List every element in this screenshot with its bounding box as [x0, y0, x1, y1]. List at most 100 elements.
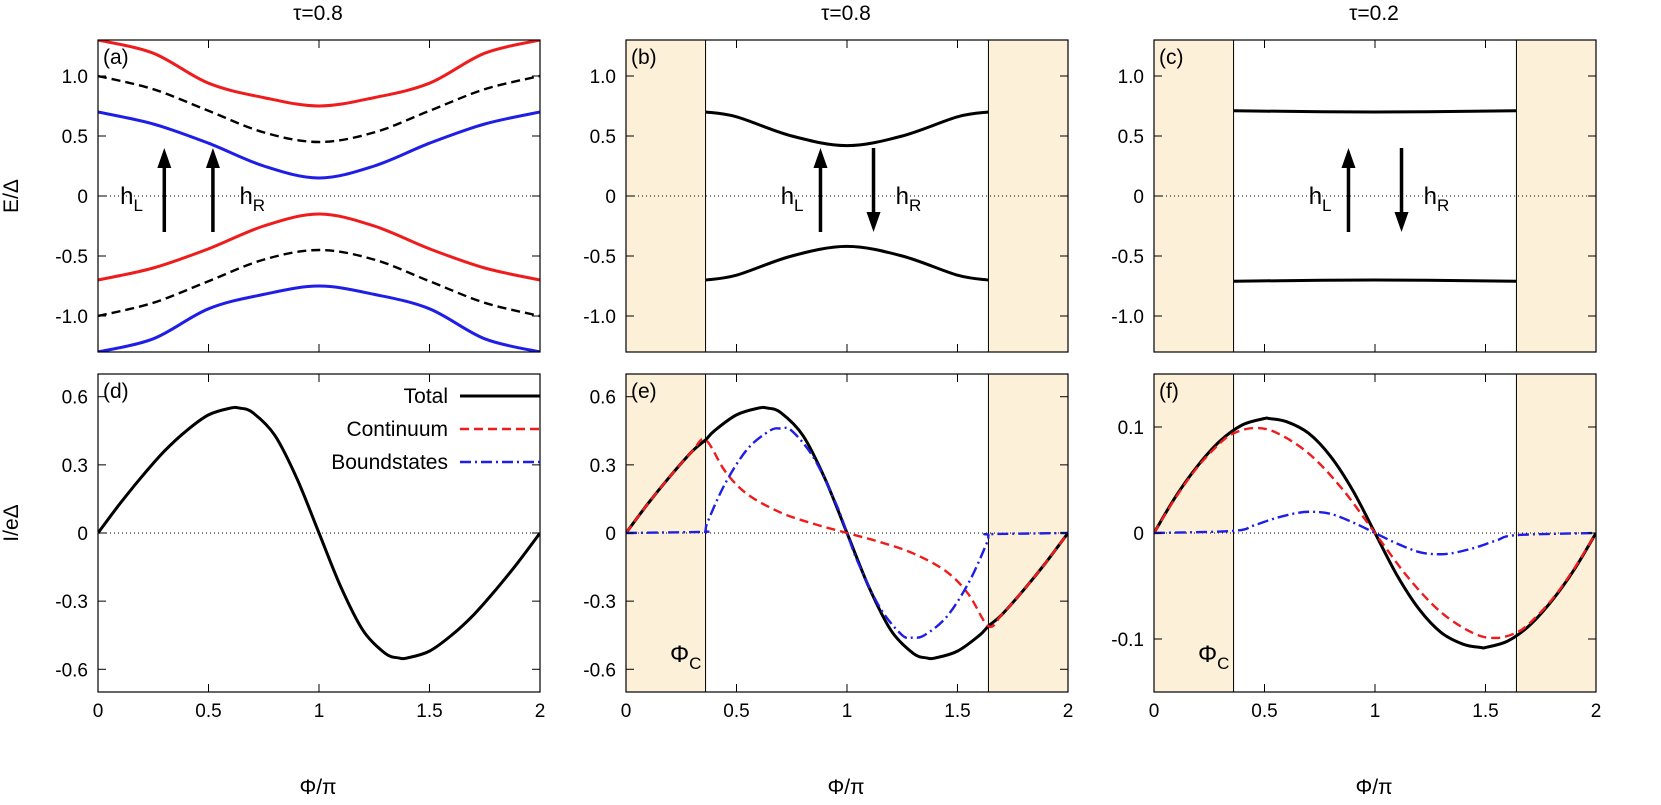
column-title-3: τ=0.2 — [1349, 2, 1399, 25]
series-line-e-1 — [626, 437, 1068, 629]
field-label-a-0: hL — [120, 183, 143, 215]
panel-tag-d: (d) — [103, 380, 129, 403]
y-tick-label-a-4: -1.0 — [55, 307, 88, 328]
panel-e: 0.60.30-0.3-0.60 0.5 1 1.5 2(e)ΦC — [583, 373, 1074, 722]
field-label-c-1: hR — [1424, 183, 1450, 215]
series-line-a-4 — [98, 248, 540, 318]
x-tick-label-e-1: 0.5 — [723, 701, 749, 722]
y-tick-label-e-0: 0.6 — [590, 388, 616, 409]
y-tick-label-d-0: 0.6 — [62, 388, 88, 409]
panels: 1.0 0.5 0 -0.5 -1.0 (a) hL hR 1.0 0.5 0 -0.5 -1.0 (b)… — [55, 39, 1602, 722]
series-group-b — [705, 110, 989, 282]
series-line-a-0 — [98, 40, 540, 108]
shaded-region-b-0 — [625, 39, 707, 353]
x-tick-label-f-0: 0 — [1149, 701, 1160, 722]
series-group-c — [1233, 109, 1517, 283]
column-title-1: τ=0.8 — [293, 2, 343, 25]
x-tick-label-d-4: 2 — [535, 701, 546, 722]
panel-b: 1.0 0.5 0 -0.5 -1.0 (b) hL hR — [583, 39, 1069, 353]
y-tick-label-f-2: -0.1 — [1111, 630, 1144, 651]
panel-f: 0.10-0.10 0.5 1 1.5 2(f)ΦC — [1111, 373, 1602, 722]
x-axis-label-2: Φ/π — [827, 776, 864, 799]
field-arrowhead-c-1 — [1394, 212, 1409, 232]
series-line-b-0 — [705, 110, 989, 148]
series-line-c-1 — [1233, 278, 1517, 283]
field-arrowhead-b-1 — [866, 212, 881, 232]
series-line-a-3 — [98, 212, 540, 282]
x-tick-label-e-3: 1.5 — [944, 701, 970, 722]
field-arrowhead-b-0 — [813, 148, 828, 168]
y-tick-label-f-0: 0.1 — [1118, 418, 1144, 439]
series-line-e-2 — [626, 426, 1068, 640]
y-tick-label-a-2: 0 — [77, 187, 88, 208]
panel-c: 1.0 0.5 0 -0.5 -1.0 (c) hL hR — [1111, 39, 1597, 353]
series-group-f — [1154, 416, 1596, 650]
y-tick-label-a-0: 1.0 — [62, 67, 88, 88]
y-tick-label-b-3: -0.5 — [583, 247, 616, 268]
shaded-region-f-0 — [1153, 373, 1235, 693]
field-arrowhead-c-0 — [1341, 148, 1356, 168]
y-tick-label-a-3: -0.5 — [55, 247, 88, 268]
y-tick-label-d-3: -0.3 — [55, 592, 88, 613]
x-tick-label-e-2: 1 — [842, 701, 853, 722]
panel-tag-f: (f) — [1159, 380, 1179, 403]
shaded-region-c-1 — [1515, 39, 1597, 353]
series-line-f-1 — [1154, 426, 1596, 640]
y-tick-label-c-0: 1.0 — [1118, 67, 1144, 88]
column-title-2: τ=0.8 — [821, 2, 871, 25]
series-line-d-0 — [98, 405, 540, 661]
field-label-b-0: hL — [781, 183, 804, 215]
panel-a: 1.0 0.5 0 -0.5 -1.0 (a) hL hR — [55, 39, 541, 353]
series-line-a-2 — [98, 110, 540, 180]
y-tick-label-e-3: -0.3 — [583, 592, 616, 613]
panel-tag-b: (b) — [631, 46, 657, 69]
y-tick-label-d-1: 0.3 — [62, 456, 88, 477]
x-tick-label-e-0: 0 — [621, 701, 632, 722]
x-axis-label-1: Φ/π — [299, 776, 336, 799]
series-group-a — [98, 40, 540, 352]
panel-tag-a: (a) — [103, 46, 129, 69]
y-axis-label-current: I/eΔ — [0, 504, 23, 541]
x-tick-label-f-4: 2 — [1591, 701, 1602, 722]
y-tick-label-c-2: 0 — [1133, 187, 1144, 208]
critical-phase-label-e: ΦC — [670, 641, 701, 673]
y-tick-label-d-4: -0.6 — [55, 660, 88, 681]
y-tick-label-c-4: -1.0 — [1111, 307, 1144, 328]
shaded-region-b-1 — [987, 39, 1069, 353]
panel-tag-c: (c) — [1159, 46, 1184, 69]
y-tick-label-f-1: 0 — [1133, 524, 1144, 545]
series-line-a-5 — [98, 284, 540, 352]
y-tick-label-e-4: -0.6 — [583, 660, 616, 681]
legend-label-2: Boundstates — [331, 451, 448, 474]
y-tick-label-b-0: 1.0 — [590, 67, 616, 88]
y-tick-label-c-1: 0.5 — [1118, 127, 1144, 148]
series-group-e — [626, 405, 1068, 661]
field-arrowhead-a-0 — [157, 148, 172, 168]
x-tick-label-d-2: 1 — [314, 701, 325, 722]
x-axis-label-3: Φ/π — [1355, 776, 1392, 799]
legend-label-1: Continuum — [346, 418, 448, 441]
series-group-d — [98, 405, 540, 661]
x-tick-label-e-4: 2 — [1063, 701, 1074, 722]
y-tick-label-b-4: -1.0 — [583, 307, 616, 328]
y-tick-label-b-2: 0 — [605, 187, 616, 208]
y-tick-label-e-1: 0.3 — [590, 456, 616, 477]
x-tick-label-d-0: 0 — [93, 701, 104, 722]
y-tick-label-b-1: 0.5 — [590, 127, 616, 148]
series-line-c-0 — [1233, 109, 1517, 114]
y-tick-label-c-3: -0.5 — [1111, 247, 1144, 268]
series-line-b-1 — [705, 244, 989, 282]
series-line-f-2 — [1154, 510, 1596, 556]
x-tick-label-d-3: 1.5 — [416, 701, 442, 722]
x-tick-label-d-1: 0.5 — [195, 701, 221, 722]
y-tick-label-d-2: 0 — [77, 524, 88, 545]
field-label-a-1: hR — [239, 183, 265, 215]
panel-d: 0.60.30-0.3-0.60 0.5 1 1.5 2(d) TotalContinuu… — [55, 373, 546, 722]
field-label-c-0: hL — [1309, 183, 1332, 215]
x-tick-label-f-2: 1 — [1370, 701, 1381, 722]
panel-tag-e: (e) — [631, 380, 657, 403]
field-arrowhead-a-1 — [205, 148, 220, 168]
x-tick-label-f-3: 1.5 — [1472, 701, 1498, 722]
legend-label-0: Total — [404, 385, 448, 408]
